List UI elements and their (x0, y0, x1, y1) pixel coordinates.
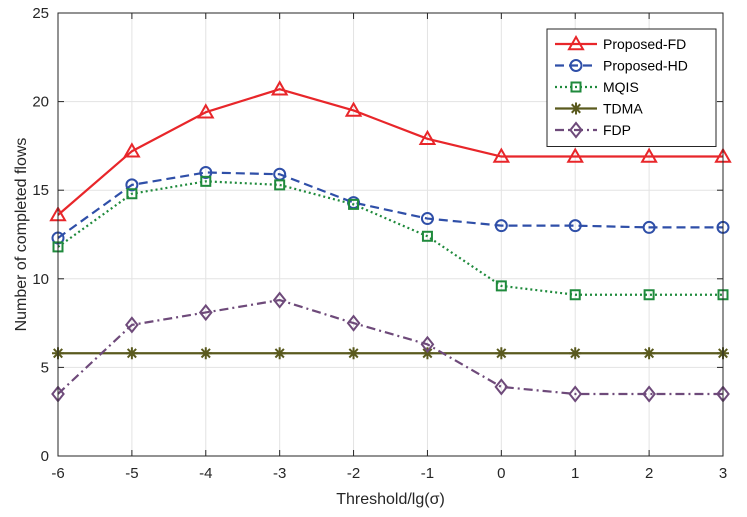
legend: Proposed-FD Proposed-HD MQIS TDMA FDP (546, 28, 717, 147)
data-point-mqis (126, 188, 138, 200)
data-point-mqis (495, 280, 507, 292)
series-line-mqis (57, 180, 723, 296)
legend-marker-tdma (570, 102, 582, 115)
data-point-fdp (494, 378, 509, 396)
data-point-fdp (125, 316, 139, 334)
x-tick-label: 1 (571, 465, 579, 482)
y-tick-label: 10 (32, 271, 49, 288)
data-point-mqis (274, 179, 286, 191)
series-group (49, 80, 732, 403)
x-tick-label: -6 (51, 465, 64, 482)
data-point-tdma (421, 347, 434, 360)
series-line-fdp (57, 298, 723, 396)
x-tick-label: 3 (719, 465, 727, 482)
y-tick-label: 25 (32, 5, 49, 22)
data-point-fdp (420, 335, 435, 353)
data-point-fdp (642, 385, 656, 403)
data-point-tdma (199, 347, 212, 360)
legend-marker-fdp (569, 121, 583, 139)
legend-label-proposed-fd: Proposed-FD (603, 36, 686, 52)
series-line-proposed-hd (57, 171, 723, 239)
data-point-mqis (348, 198, 360, 210)
data-point-tdma (347, 347, 360, 360)
data-point-proposed-hd (642, 220, 656, 234)
data-point-tdma (125, 347, 138, 360)
series-fdp (51, 291, 730, 403)
x-tick-label: -4 (199, 465, 212, 482)
series-line-proposed-fd (57, 88, 723, 216)
x-tick-label: 2 (645, 465, 653, 482)
y-tick-label: 0 (41, 448, 49, 465)
data-point-proposed-hd (125, 178, 139, 192)
y-tick-label: 5 (41, 359, 49, 376)
data-point-fdp (272, 291, 287, 309)
data-point-proposed-fd (344, 101, 363, 117)
legend-marker-proposed-hd (569, 59, 583, 72)
y-axis-title: Number of completed flows (13, 138, 30, 332)
data-point-proposed-hd (199, 165, 213, 179)
data-point-proposed-fd (492, 147, 511, 163)
data-point-proposed-fd (197, 103, 215, 119)
data-point-proposed-fd (270, 80, 289, 96)
data-point-proposed-fd (566, 147, 584, 163)
data-point-mqis (200, 175, 212, 187)
legend-label-mqis: MQIS (603, 79, 639, 95)
data-point-tdma (495, 347, 508, 360)
legend-label-proposed-hd: Proposed-HD (603, 58, 688, 74)
legend-marker-proposed-fd (567, 34, 585, 51)
data-point-proposed-fd (418, 129, 437, 146)
series-proposed-fd (49, 80, 732, 222)
x-axis-title: Threshold/lg(σ) (336, 491, 445, 508)
data-point-proposed-hd (420, 212, 434, 226)
data-point-proposed-fd (640, 147, 658, 163)
data-point-fdp (198, 303, 213, 322)
data-point-tdma (643, 347, 656, 360)
x-tick-label: -3 (273, 465, 286, 482)
data-point-mqis (643, 289, 655, 301)
data-point-proposed-hd (494, 219, 508, 233)
data-point-fdp (568, 385, 583, 403)
data-point-mqis (421, 230, 433, 242)
x-tick-label: -2 (347, 465, 360, 482)
data-point-tdma (569, 347, 582, 360)
legend-label-fdp: FDP (603, 122, 631, 138)
axis-ticks: -6 -5 -4 -3 -2 -1 0 1 2 3 0 5 10 15 20 25 (32, 5, 727, 482)
x-tick-label: 0 (497, 465, 505, 482)
data-point-tdma (273, 347, 286, 360)
y-tick-label: 20 (32, 94, 49, 111)
legend-marker-mqis (570, 81, 582, 93)
x-tick-label: -1 (421, 465, 434, 482)
data-point-fdp (346, 314, 361, 332)
data-point-proposed-fd (123, 142, 141, 158)
data-point-proposed-hd (568, 219, 582, 233)
legend-label-tdma: TDMA (603, 101, 643, 117)
data-point-mqis (569, 289, 581, 301)
y-tick-label: 15 (32, 182, 49, 199)
plot-frame (57, 12, 724, 457)
x-tick-label: -5 (125, 465, 138, 482)
